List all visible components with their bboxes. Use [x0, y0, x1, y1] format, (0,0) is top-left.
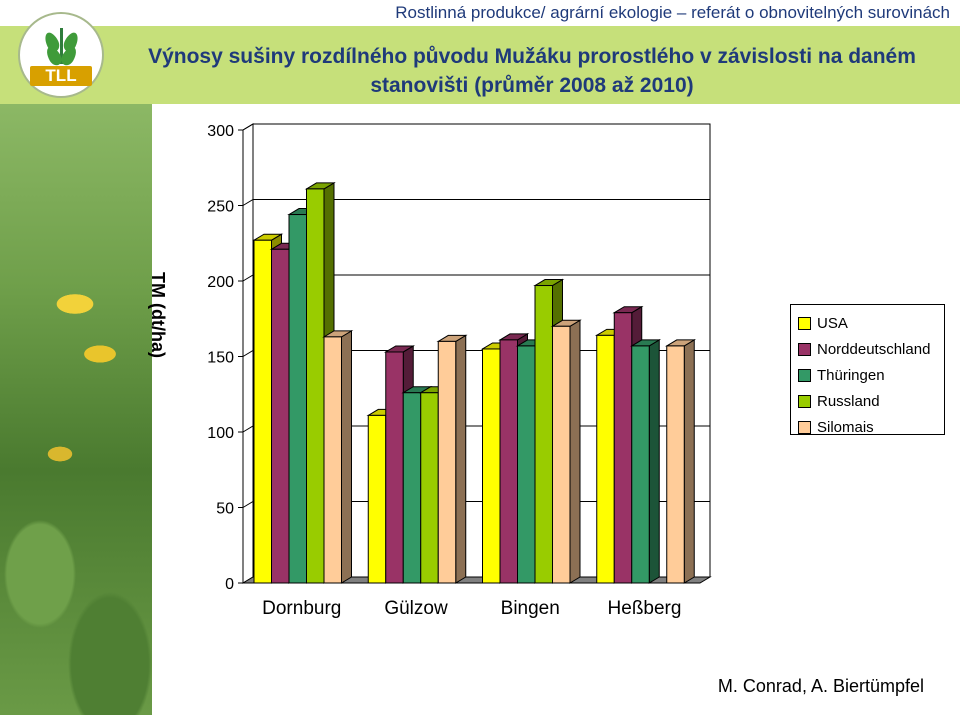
title-band	[0, 26, 960, 104]
legend-label: Thüringen	[817, 366, 885, 384]
gridline	[242, 274, 710, 282]
y-tick-label: 0	[225, 576, 234, 593]
bar-side	[683, 339, 695, 584]
x-tick-label: Gülzow	[384, 598, 448, 619]
bar	[436, 334, 468, 584]
bar-front	[271, 248, 290, 584]
plant-photo	[0, 104, 152, 715]
bar-front	[534, 285, 553, 584]
legend-item: Thüringen	[798, 362, 944, 388]
legend-swatch	[798, 368, 811, 382]
x-axis: Dornburg Gülzow Bingen Heßberg	[243, 582, 700, 619]
bar	[664, 339, 697, 584]
bar-front	[437, 340, 457, 584]
bar-chart: 0 50 100 150 200 250 300 Dornburg Gülzow Bingen H…	[207, 123, 712, 619]
slide-title: Výnosy sušiny rozdílného původu Mužáku p…	[148, 45, 916, 97]
bar-front	[367, 414, 387, 584]
y-tick-label: 150	[207, 350, 234, 367]
gridline	[242, 123, 710, 131]
x-tick-label: Bingen	[501, 598, 560, 619]
bar-front	[552, 325, 571, 584]
bar-front	[499, 339, 518, 584]
legend-label: Russland	[817, 392, 880, 410]
footer-authors: M. Conrad, A. Biertümpfel	[717, 676, 924, 696]
bar-side	[569, 319, 581, 584]
bar-front	[385, 351, 404, 584]
bar-front	[306, 188, 325, 584]
bar-front	[253, 239, 272, 584]
legend-item: USA	[798, 310, 944, 336]
bar-front	[288, 214, 307, 584]
legend-item: Norddeutschland	[798, 336, 944, 362]
bar-front	[613, 312, 633, 584]
y-tick-label: 300	[207, 123, 234, 140]
tll-logo: TLL	[18, 12, 104, 98]
bar-front	[631, 345, 650, 584]
y-tick-label: 250	[207, 199, 234, 216]
bar	[629, 339, 662, 584]
x-tick-label: Heßberg	[608, 598, 682, 619]
legend-swatch	[798, 420, 811, 434]
bar-side	[455, 334, 467, 584]
bar-front	[420, 392, 439, 584]
legend-item: Silomais	[798, 414, 944, 440]
y-tick-label: 100	[207, 425, 234, 442]
gridline	[242, 199, 710, 206]
bar-side	[341, 329, 352, 584]
y-tick-label: 50	[216, 501, 234, 518]
bar	[550, 319, 582, 584]
bar-front	[596, 334, 615, 584]
bar-front	[666, 345, 685, 584]
y-axis-title: TM (dt/ha)	[148, 272, 168, 358]
y-tick-label: 200	[207, 274, 234, 291]
legend-swatch	[798, 316, 811, 330]
bar-front	[323, 336, 342, 584]
bar-front	[402, 392, 422, 584]
legend-swatch	[798, 342, 811, 356]
y-axis: 0 50 100 150 200 250 300	[207, 123, 244, 593]
legend-swatch	[798, 394, 811, 408]
logo-text: TLL	[30, 66, 92, 86]
bar-side	[648, 339, 660, 584]
bar	[322, 329, 354, 584]
legend-label: USA	[817, 314, 848, 332]
legend-item: Russland	[798, 388, 944, 414]
header-strip: Rostlinná produkce/ agrární ekologie – r…	[0, 0, 960, 26]
legend-label: Norddeutschland	[817, 340, 931, 358]
bar-front	[517, 345, 536, 584]
x-tick-label: Dornburg	[262, 598, 341, 619]
legend-label: Silomais	[817, 418, 874, 436]
header-subtitle: Rostlinná produkce/ agrární ekologie – r…	[395, 3, 950, 22]
bar-front	[482, 348, 501, 584]
bars	[252, 182, 697, 584]
chart-legend: USA Norddeutschland Thüringen Russland Silom…	[790, 304, 945, 436]
wheat-stem-icon	[60, 28, 63, 64]
